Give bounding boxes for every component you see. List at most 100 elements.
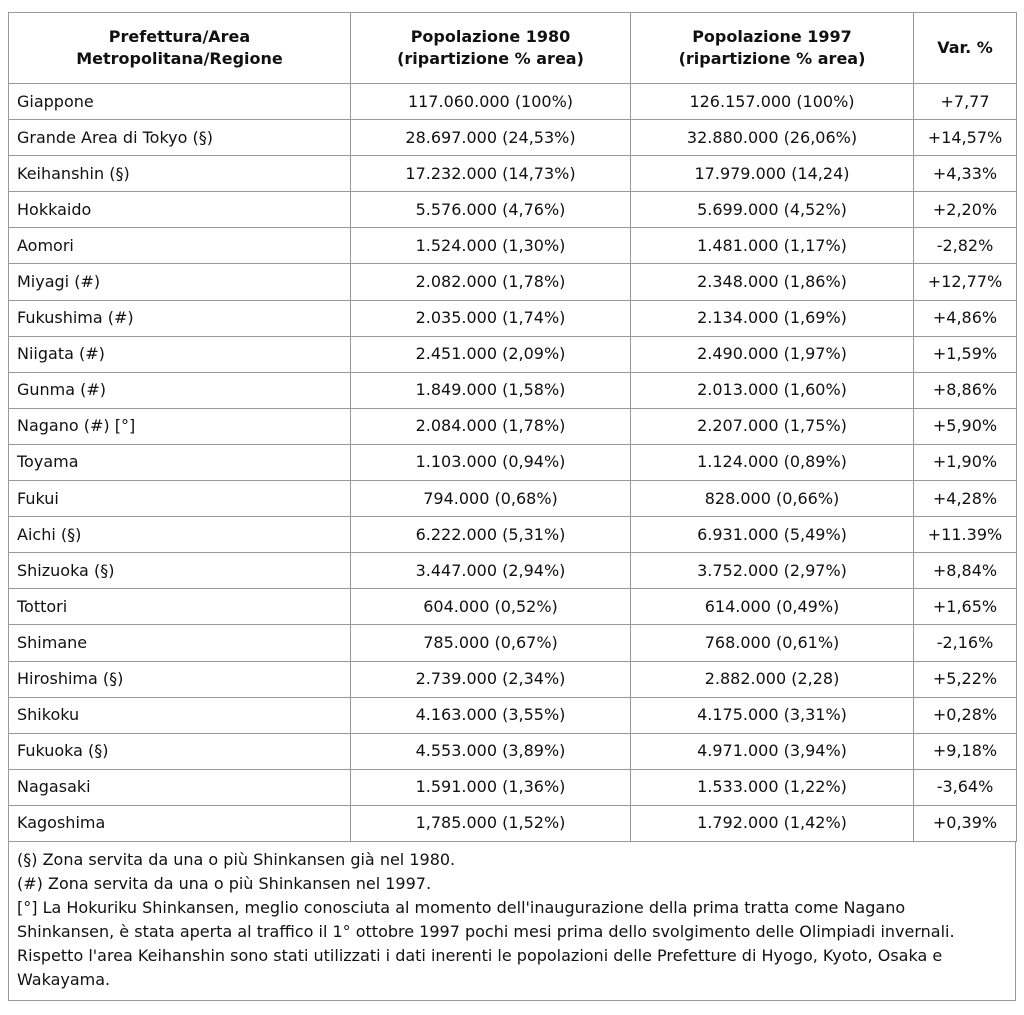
header-population-1980: Popolazione 1980 (ripartizione % area) (350, 12, 631, 84)
cell-population-1997: 17.979.000 (14,24) (630, 155, 914, 193)
cell-population-1980: 2.451.000 (2,09%) (350, 335, 631, 373)
cell-area: Grande Area di Tokyo (§) (8, 119, 351, 157)
table-row: Hiroshima (§) 2.739.000 (2,34%) 2.882.000 … (8, 660, 1017, 698)
cell-population-1997: 126.157.000 (100%) (630, 82, 914, 121)
cell-population-1997: 4.971.000 (3,94%) (630, 732, 914, 770)
table-row: Giappone 117.060.000 (100%) 126.157.000 (1… (8, 82, 1017, 121)
cell-population-1997: 2.348.000 (1,86%) (630, 263, 914, 301)
cell-population-1980: 785.000 (0,67%) (350, 624, 631, 662)
cell-area: Toyama (8, 443, 351, 482)
cell-area: Tottori (8, 588, 351, 626)
cell-variation: -2,16% (913, 624, 1017, 662)
cell-population-1997: 2.013.000 (1,60%) (630, 371, 914, 409)
cell-population-1980: 2.084.000 (1,78%) (350, 407, 631, 445)
cell-area: Kagoshima (8, 804, 351, 842)
cell-population-1997: 1.792.000 (1,42%) (630, 804, 914, 842)
footnote-hash: (#) Zona servita da una o più Shinkansen… (17, 873, 432, 893)
cell-variation: +5,90% (913, 407, 1017, 445)
table-row: Toyama 1.103.000 (0,94%) 1.124.000 (0,89%)… (8, 443, 1017, 482)
cell-area: Fukui (8, 480, 351, 518)
table-row: Shimane 785.000 (0,67%) 768.000 (0,61%) -2,… (8, 624, 1017, 662)
table-row: Fukushima (#) 2.035.000 (1,74%) 2.134.000 … (8, 299, 1017, 337)
cell-population-1980: 5.576.000 (4,76%) (350, 191, 631, 229)
cell-population-1980: 2.035.000 (1,74%) (350, 299, 631, 337)
table-row: Fukui 794.000 (0,68%) 828.000 (0,66%) +4,28… (8, 480, 1017, 518)
cell-population-1980: 1.591.000 (1,36%) (350, 768, 631, 806)
cell-variation: +8,84% (913, 552, 1017, 590)
footnote-degree: [°] La Hokuriku Shinkansen, meglio conos… (17, 897, 955, 941)
cell-variation: -2,82% (913, 227, 1017, 265)
cell-area: Niigata (#) (8, 335, 351, 373)
cell-area: Fukushima (#) (8, 299, 351, 337)
cell-variation: +5,22% (913, 660, 1017, 698)
cell-population-1980: 117.060.000 (100%) (350, 82, 631, 121)
cell-area: Keihanshin (§) (8, 155, 351, 193)
table-row: Tottori 604.000 (0,52%) 614.000 (0,49%) +1,… (8, 588, 1017, 626)
cell-population-1980: 3.447.000 (2,94%) (350, 552, 631, 590)
cell-population-1997: 768.000 (0,61%) (630, 624, 914, 662)
cell-population-1997: 5.699.000 (4,52%) (630, 191, 914, 229)
cell-population-1997: 1.533.000 (1,22%) (630, 768, 914, 806)
population-document: Prefettura/Area Metropolitana/Regione Po… (8, 12, 1017, 1001)
cell-population-1980: 794.000 (0,68%) (350, 480, 631, 518)
cell-variation: +12,77% (913, 263, 1017, 301)
table-row: Keihanshin (§) 17.232.000 (14,73%) 17.979.… (8, 155, 1017, 193)
cell-variation: -3,64% (913, 768, 1017, 806)
cell-variation: +7,77 (913, 82, 1017, 121)
table-row: Shizuoka (§) 3.447.000 (2,94%) 3.752.000 (… (8, 552, 1017, 590)
cell-population-1980: 2.082.000 (1,78%) (350, 263, 631, 301)
cell-population-1997: 828.000 (0,66%) (630, 480, 914, 518)
cell-population-1997: 2.134.000 (1,69%) (630, 299, 914, 337)
cell-area: Nagasaki (8, 768, 351, 806)
cell-population-1997: 3.752.000 (2,97%) (630, 552, 914, 590)
cell-variation: +4,33% (913, 155, 1017, 193)
cell-area: Aichi (§) (8, 516, 351, 554)
header-variation: Var. % (913, 12, 1017, 84)
footnote-section-sign: (§) Zona servita da una o più Shinkansen… (17, 849, 456, 869)
table-row: Hokkaido 5.576.000 (4,76%) 5.699.000 (4,52… (8, 191, 1017, 229)
cell-population-1980: 4.163.000 (3,55%) (350, 696, 631, 734)
cell-area: Fukuoka (§) (8, 732, 351, 770)
footnote-keihanshin: Rispetto l'area Keihanshin sono stati ut… (17, 945, 943, 989)
cell-variation: +0,28% (913, 696, 1017, 734)
cell-area: Miyagi (#) (8, 263, 351, 301)
cell-population-1980: 17.232.000 (14,73%) (350, 155, 631, 193)
cell-area: Giappone (8, 82, 351, 121)
cell-population-1980: 6.222.000 (5,31%) (350, 516, 631, 554)
table-row: Shikoku 4.163.000 (3,55%) 4.175.000 (3,31%… (8, 696, 1017, 734)
cell-population-1980: 28.697.000 (24,53%) (350, 119, 631, 157)
cell-population-1997: 2.882.000 (2,28) (630, 660, 914, 698)
table-row: Grande Area di Tokyo (§) 28.697.000 (24,5… (8, 119, 1017, 157)
cell-population-1980: 1,785.000 (1,52%) (350, 804, 631, 842)
cell-variation: +4,86% (913, 299, 1017, 337)
table-row: Aichi (§) 6.222.000 (5,31%) 6.931.000 (5,4… (8, 516, 1017, 554)
table-body: Giappone 117.060.000 (100%) 126.157.000 (1… (8, 82, 1017, 842)
cell-population-1997: 1.481.000 (1,17%) (630, 227, 914, 265)
cell-area: Gunma (#) (8, 371, 351, 409)
cell-area: Shimane (8, 624, 351, 662)
cell-area: Nagano (#) [°] (8, 407, 351, 445)
cell-variation: +8,86% (913, 371, 1017, 409)
cell-variation: +1,90% (913, 443, 1017, 482)
cell-area: Hiroshima (§) (8, 660, 351, 698)
table-header-row: Prefettura/Area Metropolitana/Regione Po… (8, 12, 1017, 84)
cell-variation: +4,28% (913, 480, 1017, 518)
cell-variation: +14,57% (913, 119, 1017, 157)
table-row: Nagano (#) [°] 2.084.000 (1,78%) 2.207.000… (8, 407, 1017, 445)
header-area: Prefettura/Area Metropolitana/Regione (8, 12, 351, 84)
cell-population-1980: 1.849.000 (1,58%) (350, 371, 631, 409)
cell-population-1997: 4.175.000 (3,31%) (630, 696, 914, 734)
cell-variation: +0,39% (913, 804, 1017, 842)
table-row: Aomori 1.524.000 (1,30%) 1.481.000 (1,17%)… (8, 227, 1017, 265)
table-row: Fukuoka (§) 4.553.000 (3,89%) 4.971.000 (3… (8, 732, 1017, 770)
cell-variation: +9,18% (913, 732, 1017, 770)
footnotes: (§) Zona servita da una o più Shinkansen… (8, 841, 1016, 1001)
cell-variation: +2,20% (913, 191, 1017, 229)
cell-population-1980: 4.553.000 (3,89%) (350, 732, 631, 770)
cell-area: Shikoku (8, 696, 351, 734)
table-row: Nagasaki 1.591.000 (1,36%) 1.533.000 (1,22… (8, 768, 1017, 806)
cell-variation: +1,65% (913, 588, 1017, 626)
cell-population-1997: 32.880.000 (26,06%) (630, 119, 914, 157)
cell-population-1980: 2.739.000 (2,34%) (350, 660, 631, 698)
cell-variation: +1,59% (913, 335, 1017, 373)
